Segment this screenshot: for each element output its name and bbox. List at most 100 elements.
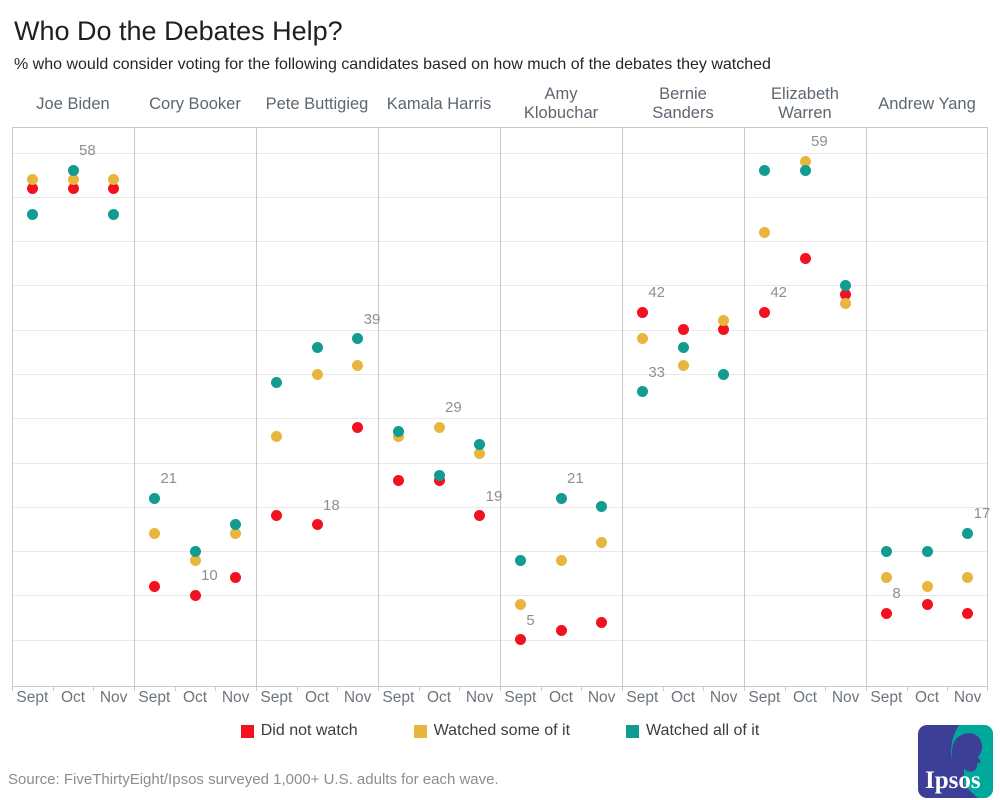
dot-cory-booker-sept-did-not-watch [148,581,160,593]
x-tick-label-joe-biden-sept: Sept [16,689,49,706]
x-tick-label-elizabeth-warren-nov: Nov [831,689,860,706]
legend-item-watched-all: Watched all of it [626,722,759,740]
axis-tick [52,686,54,691]
x-tick-label-elizabeth-warren-oct: Oct [792,689,818,706]
candidate-header-bernie-sanders: Bernie Sanders [652,85,714,122]
dot-kamala-harris-sept-did-not-watch [392,474,404,486]
candidate-header-amy-klobuchar: Amy Klobuchar [523,85,599,122]
dot-cory-booker-nov-watched-some [230,527,242,539]
x-tick-label-joe-biden-nov: Nov [99,689,128,706]
dot-andrew-yang-nov-watched-all [962,527,974,539]
dot-pete-buttigieg-sept-watched-all [270,377,282,389]
dot-elizabeth-warren-sept-watched-some [758,226,770,238]
dot-kamala-harris-oct-watched-all [433,469,445,481]
x-tick-label-pete-buttigieg-oct: Oct [304,689,330,706]
dot-joe-biden-sept-watched-some [26,173,38,185]
dot-andrew-yang-sept-watched-all [880,545,892,557]
axis-tick [256,686,257,691]
page-subtitle: % who would consider voting for the foll… [14,56,771,73]
dot-amy-klobuchar-sept-watched-some [514,598,526,610]
axis-tick [500,686,501,691]
dot-pete-buttigieg-nov-watched-some [352,359,364,371]
x-tick-label-cory-booker-nov: Nov [221,689,250,706]
dot-elizabeth-warren-oct-did-not-watch [799,253,811,265]
panel-border [378,128,379,686]
legend-item-watched-some: Watched some of it [413,722,571,740]
legend-swatch-did-not-watch [240,724,254,738]
value-label-bernie-sanders-33: 33 [648,363,666,381]
dot-pete-buttigieg-oct-did-not-watch [311,519,323,531]
panel-border [500,128,501,686]
dot-bernie-sanders-nov-watched-all [718,368,730,380]
chart-legend: Did not watch Watched some of it Watched… [0,722,1000,740]
dot-pete-buttigieg-sept-did-not-watch [270,510,282,522]
value-label-kamala-harris-19: 19 [485,487,503,505]
x-tick-label-kamala-harris-oct: Oct [426,689,452,706]
dot-andrew-yang-sept-watched-some [880,572,892,584]
dot-amy-klobuchar-oct-watched-some [555,554,567,566]
candidate-header-pete-buttigieg: Pete Buttigieg [265,94,369,113]
axis-tick [825,686,827,691]
axis-tick [174,686,176,691]
axis-tick [906,686,908,691]
dot-cory-booker-sept-watched-all [148,492,160,504]
panel-border [744,128,745,686]
dot-elizabeth-warren-sept-watched-all [758,164,770,176]
dot-joe-biden-oct-watched-all [67,164,79,176]
face-profile-icon [952,733,982,787]
x-tick-label-cory-booker-oct: Oct [182,689,208,706]
dot-amy-klobuchar-oct-watched-all [555,492,567,504]
dot-pete-buttigieg-nov-watched-all [352,333,364,345]
x-tick-label-andrew-yang-sept: Sept [870,689,903,706]
dot-andrew-yang-sept-did-not-watch [880,607,892,619]
x-tick-label-elizabeth-warren-sept: Sept [748,689,781,706]
axis-tick [134,686,135,691]
axis-tick [459,686,461,691]
axis-tick [744,686,745,691]
x-tick-label-amy-klobuchar-sept: Sept [504,689,537,706]
dot-joe-biden-nov-watched-some [108,173,120,185]
candidate-header-cory-booker: Cory Booker [149,94,241,113]
axis-tick [866,686,867,691]
value-label-cory-booker-21: 21 [160,470,178,487]
axis-tick [662,686,664,691]
dot-amy-klobuchar-sept-watched-all [514,554,526,566]
dot-bernie-sanders-nov-did-not-watch [718,324,730,336]
axis-tick [581,686,583,691]
chart-plot-area: 58 21 10 18 39 29 19 5 21 42 33 42 59 8 17 [12,127,990,687]
value-label-pete-buttigieg-39: 39 [363,310,381,328]
legend-label: Watched all of it [646,722,760,739]
x-tick-label-pete-buttigieg-nov: Nov [343,689,372,706]
logo-wordmark: Ipsos [925,767,981,794]
axis-tick [622,686,623,691]
dot-elizabeth-warren-oct-watched-some [799,155,811,167]
legend-swatch-watched-all [626,724,640,738]
dot-cory-booker-oct-watched-some [189,554,201,566]
value-label-amy-klobuchar-21: 21 [567,470,584,487]
x-tick-label-amy-klobuchar-oct: Oct [548,689,574,706]
dot-bernie-sanders-sept-watched-all [636,386,648,398]
axis-tick [947,686,949,691]
dot-elizabeth-warren-nov-watched-some [840,297,852,309]
dot-bernie-sanders-nov-watched-some [718,315,730,327]
value-label-amy-klobuchar-5: 5 [526,611,535,629]
legend-label: Watched some of it [433,722,571,739]
candidate-header-elizabeth-warren: Elizabeth Warren [771,85,839,122]
dot-andrew-yang-oct-watched-some [921,581,933,593]
axis-tick [987,686,988,691]
dot-pete-buttigieg-sept-watched-some [270,430,282,442]
candidate-headers-row: Joe Biden Cory Booker Pete Buttigieg Kamala… [12,84,988,124]
x-tick-label-andrew-yang-nov: Nov [953,689,982,706]
dot-andrew-yang-oct-did-not-watch [921,598,933,610]
value-label-bernie-sanders-42: 42 [648,284,666,301]
axis-tick [337,686,339,691]
value-label-joe-biden-58: 58 [79,142,96,160]
page-title: Who Do the Debates Help? [14,16,343,46]
x-tick-label-pete-buttigieg-sept: Sept [260,689,293,706]
dot-bernie-sanders-oct-watched-all [677,341,689,353]
dot-joe-biden-oct-did-not-watch [67,182,79,194]
axis-tick [215,686,217,691]
legend-swatch-watched-some [413,724,427,738]
x-tick-label-bernie-sanders-nov: Nov [709,689,738,706]
dot-joe-biden-sept-did-not-watch [26,182,38,194]
